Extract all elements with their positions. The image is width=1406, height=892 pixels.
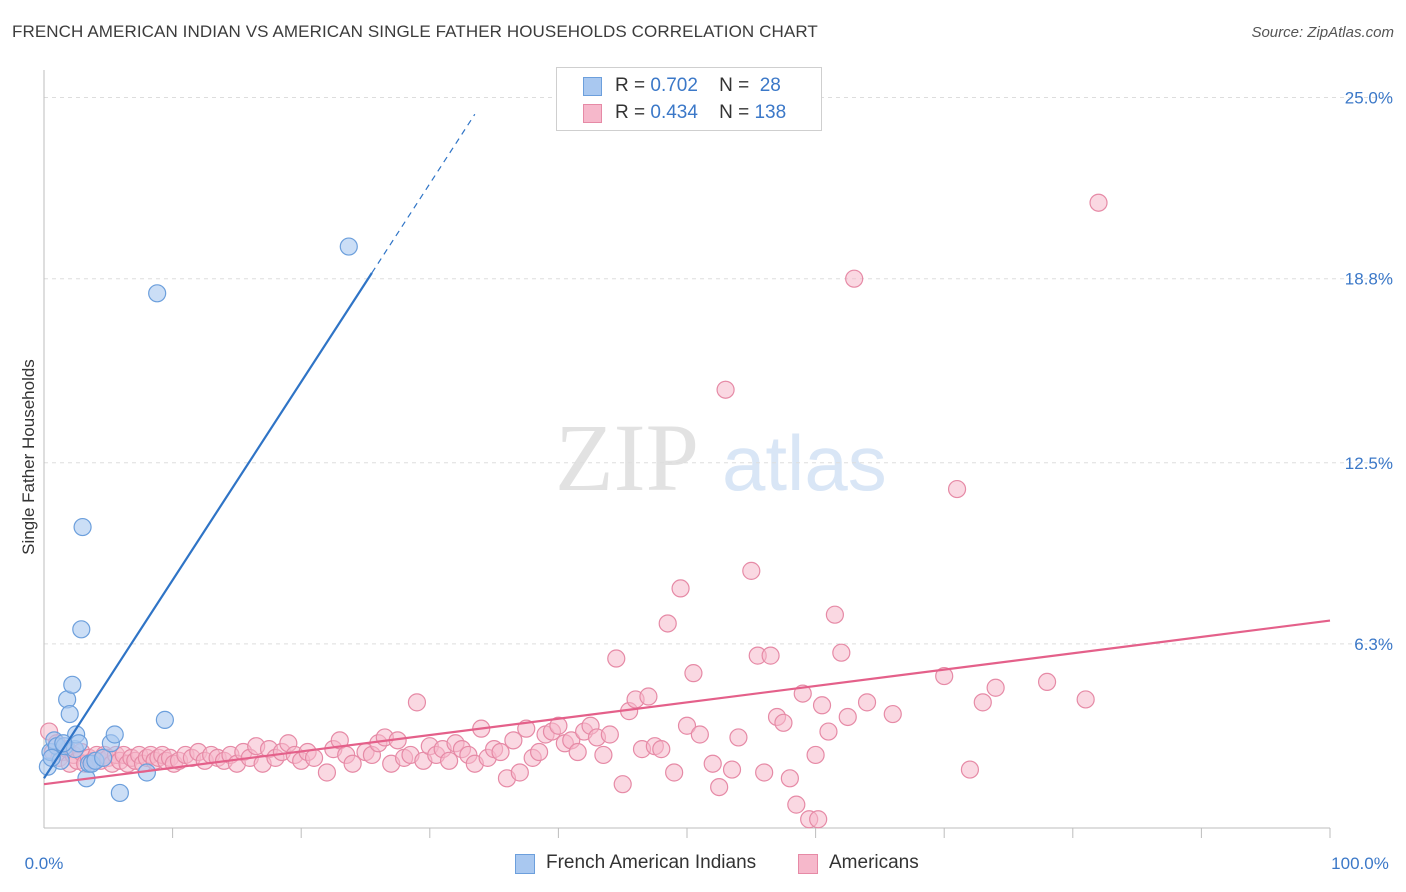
american-point [832, 643, 851, 662]
american-point [1089, 193, 1108, 212]
american-point [857, 693, 877, 712]
french-american-indian-point [110, 783, 129, 803]
american-point [774, 713, 793, 732]
bottom-legend-label: Americans [829, 852, 919, 873]
american-point [973, 693, 992, 712]
bottom-legend-swatch-blue [515, 854, 535, 874]
french-american-indian-point [339, 237, 358, 256]
y-tick-label: 25.0% [1345, 89, 1393, 108]
legend-swatch-blue [583, 77, 602, 96]
y-axis-label: Single Father Households [19, 359, 38, 555]
american-point [549, 716, 568, 735]
french-american-indian-point [69, 734, 88, 753]
american-point [787, 795, 806, 814]
american-point [812, 696, 832, 715]
american-point [986, 678, 1005, 697]
legend: R = 0.702 N = 28 R = 0.434 N = 138 [556, 67, 822, 131]
american-point [510, 763, 529, 782]
american-point [710, 777, 729, 797]
american-point [600, 725, 619, 744]
y-tick-label: 12.5% [1345, 454, 1393, 473]
french-american-indians-points [38, 237, 358, 803]
legend-r-value: 0.702 [650, 75, 698, 96]
french-american-indians-trend-line [43, 272, 373, 779]
american-point [304, 748, 324, 767]
french-american-indian-point [54, 734, 73, 753]
source-credit: Source: ZipAtlas.com [1251, 24, 1394, 41]
american-point [658, 614, 677, 633]
american-point [491, 742, 510, 762]
american-point [594, 745, 613, 765]
american-point [716, 380, 735, 399]
trend-lines [43, 113, 1331, 786]
y-tick-label: 6.3% [1354, 635, 1393, 654]
american-point [690, 725, 709, 744]
french-american-indian-point [94, 748, 113, 767]
american-point [729, 728, 748, 747]
american-point [838, 707, 857, 727]
x-tick-label-max: 100.0% [1331, 854, 1389, 873]
legend-n-value: 28 [759, 75, 781, 96]
american-point [317, 763, 337, 782]
american-point [504, 731, 523, 750]
american-point [825, 605, 844, 624]
american-point [652, 740, 671, 759]
american-point [703, 754, 722, 773]
american-point [568, 742, 587, 762]
chart-title: FRENCH AMERICAN INDIAN VS AMERICAN SINGL… [12, 22, 818, 41]
american-point [407, 693, 427, 712]
american-point [809, 810, 828, 829]
french-american-indian-point [60, 704, 79, 724]
american-point [684, 664, 703, 683]
legend-n-value: 138 [754, 102, 787, 123]
american-point [819, 722, 838, 741]
watermark-zip: ZIP [555, 404, 699, 511]
american-point [530, 742, 549, 762]
american-point [935, 666, 954, 686]
american-point [742, 561, 761, 580]
americans-trend-line [43, 619, 1331, 786]
american-point [806, 745, 825, 765]
american-point [780, 769, 799, 788]
american-point [671, 579, 690, 598]
american-point [845, 269, 864, 288]
legend-swatch-pink [583, 104, 602, 123]
american-point [439, 751, 459, 770]
french-american-indians-trend-extension [371, 113, 476, 274]
american-point [755, 763, 774, 782]
gridlines [44, 97, 1395, 645]
american-point [947, 479, 967, 499]
american-point [883, 704, 902, 724]
american-point [960, 760, 980, 779]
french-american-indian-point [105, 725, 124, 744]
french-american-indian-point [148, 284, 167, 303]
american-point [613, 775, 632, 794]
legend-n-label: N = [719, 75, 750, 96]
american-point [665, 763, 684, 782]
x-tick-label-min: 0.0% [25, 854, 64, 873]
american-point [722, 760, 742, 779]
bottom-legend-swatch-pink [798, 854, 818, 874]
legend-n-label: N = [719, 102, 750, 123]
legend-r-label: R = [615, 102, 646, 123]
american-point [677, 716, 697, 735]
french-american-indian-point [155, 710, 174, 729]
american-point [343, 754, 362, 773]
american-point [639, 687, 658, 706]
american-point [607, 649, 626, 668]
y-tick-label: 18.8% [1345, 270, 1393, 289]
x-axis-ticks [172, 828, 1331, 838]
american-point [761, 646, 780, 665]
american-point [793, 684, 812, 703]
american-point [1076, 690, 1095, 709]
french-american-indian-point [73, 517, 92, 537]
french-american-indian-point [63, 675, 82, 694]
legend-r-label: R = [615, 75, 646, 96]
legend-r-value: 0.434 [650, 102, 698, 123]
french-american-indian-point [72, 620, 91, 639]
y-axis-tick-labels: 6.3% 12.5% 18.8% 25.0% [1345, 89, 1393, 654]
american-point [1037, 672, 1057, 692]
bottom-legend-label: French American Indians [546, 852, 757, 873]
